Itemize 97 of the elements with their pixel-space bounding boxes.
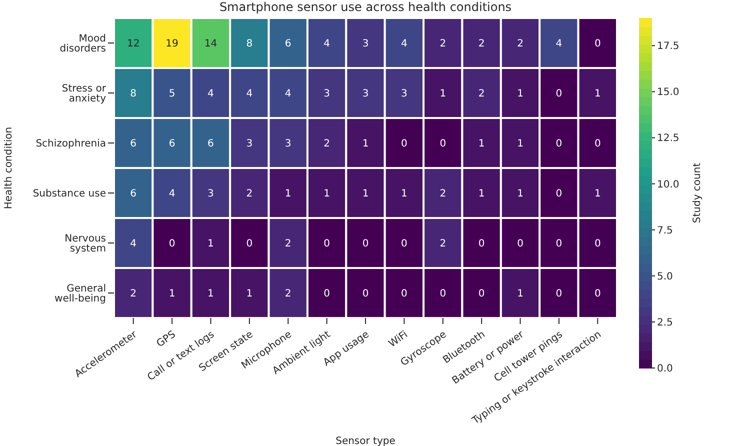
data-label: 0 xyxy=(556,238,562,250)
data-label: 1 xyxy=(594,88,601,100)
data-label: 0 xyxy=(556,188,562,200)
chart-title: Smartphone sensor use across health conditions xyxy=(218,0,513,14)
data-label: 1 xyxy=(362,138,369,150)
data-label: 4 xyxy=(246,88,253,100)
data-label: 6 xyxy=(284,38,292,50)
color-bar-label: 0.0 xyxy=(657,364,673,374)
data-label: 0 xyxy=(478,238,485,250)
data-label: 2 xyxy=(130,288,137,300)
data-label: 1 xyxy=(517,88,524,100)
color-bar-label: 5.0 xyxy=(657,271,673,282)
y-axis-title: Health condition xyxy=(4,126,15,210)
data-label: 2 xyxy=(517,38,524,50)
data-label: 0 xyxy=(362,288,369,300)
data-label: 2 xyxy=(324,138,330,150)
data-label: 1 xyxy=(246,288,253,300)
data-label: 0 xyxy=(440,138,446,150)
y-tick-label: Schizophrenia xyxy=(36,138,106,150)
y-tick-label: Stress or anxiety xyxy=(62,84,107,105)
data-label: 4 xyxy=(168,188,176,200)
data-label: 1 xyxy=(362,188,369,200)
data-label: 2 xyxy=(246,188,253,200)
data-label: 0 xyxy=(478,288,485,300)
color-bar-label: 10.0 xyxy=(657,179,680,190)
data-label: 6 xyxy=(130,138,137,150)
data-label: 4 xyxy=(130,238,137,250)
data-label: 1 xyxy=(478,188,485,200)
data-label: 2 xyxy=(478,38,485,50)
data-label: 3 xyxy=(208,188,214,200)
data-label: 0 xyxy=(594,38,601,50)
data-label: 6 xyxy=(130,188,137,200)
y-tick-label: Nervous system xyxy=(64,234,106,255)
data-label: 1 xyxy=(517,288,524,300)
data-label: 14 xyxy=(204,38,218,50)
data-label: 2 xyxy=(284,238,292,250)
color-bar-label: 7.5 xyxy=(657,225,673,236)
data-label: 2 xyxy=(440,238,446,250)
data-label: 3 xyxy=(401,88,408,100)
data-label: 0 xyxy=(401,238,408,250)
data-label: 2 xyxy=(440,38,446,50)
data-label: 0 xyxy=(246,238,253,250)
data-label: 0 xyxy=(440,288,446,300)
color-bar-label: 12.5 xyxy=(657,133,680,144)
color-bar-label: 2.5 xyxy=(657,317,673,328)
data-label: 3 xyxy=(362,38,369,50)
data-label: 1 xyxy=(478,138,485,150)
data-label: 3 xyxy=(284,138,292,150)
y-tick-label: Substance use xyxy=(32,188,106,200)
data-label: 0 xyxy=(594,288,601,300)
data-label: 0 xyxy=(401,288,408,300)
data-label: 3 xyxy=(362,88,369,100)
data-label: 2 xyxy=(440,188,446,200)
data-label: 0 xyxy=(324,238,330,250)
data-label: 2 xyxy=(284,288,292,300)
color-bar-label: 15.0 xyxy=(657,87,680,98)
color-bar-title: Study count xyxy=(692,162,703,224)
data-label: 0 xyxy=(594,138,601,150)
data-label: 0 xyxy=(168,238,176,250)
data-label: 4 xyxy=(556,38,562,50)
data-label: 1 xyxy=(324,188,330,200)
data-label: 12 xyxy=(126,38,140,50)
data-label: 6 xyxy=(168,138,176,150)
data-label: 0 xyxy=(517,238,524,250)
data-label: 6 xyxy=(208,138,214,150)
data-label: 8 xyxy=(246,38,253,50)
y-tick-label: Mood disorders xyxy=(60,34,106,55)
data-label: 8 xyxy=(130,88,137,100)
data-label: 19 xyxy=(166,38,178,50)
data-label: 0 xyxy=(324,288,330,300)
data-label: 1 xyxy=(208,238,214,250)
y-tick-label: General well-being xyxy=(54,284,106,305)
data-label: 4 xyxy=(208,88,214,100)
data-label: 1 xyxy=(517,188,524,200)
data-label: 1 xyxy=(284,188,292,200)
x-tick-label: GPS xyxy=(154,329,178,350)
data-label: 4 xyxy=(284,88,292,100)
color-bar-label: 17.5 xyxy=(657,41,680,52)
data-label: 4 xyxy=(401,38,408,50)
data-label: 0 xyxy=(401,138,408,150)
data-label: 1 xyxy=(168,288,176,300)
x-axis-title: Sensor type xyxy=(336,436,396,446)
data-label: 0 xyxy=(362,238,369,250)
data-label: 0 xyxy=(594,238,601,250)
data-label: 1 xyxy=(401,188,408,200)
data-label: 0 xyxy=(556,88,562,100)
data-label: 1 xyxy=(208,288,214,300)
data-label: 3 xyxy=(246,138,253,150)
data-label: 2 xyxy=(478,88,485,100)
data-label: 0 xyxy=(556,138,562,150)
data-label: 4 xyxy=(324,38,330,50)
data-label: 1 xyxy=(517,138,524,150)
data-label: 1 xyxy=(594,188,601,200)
data-label: 0 xyxy=(556,288,562,300)
data-label: 5 xyxy=(168,88,176,100)
data-label: 1 xyxy=(440,88,446,100)
data-label: 3 xyxy=(324,88,330,100)
